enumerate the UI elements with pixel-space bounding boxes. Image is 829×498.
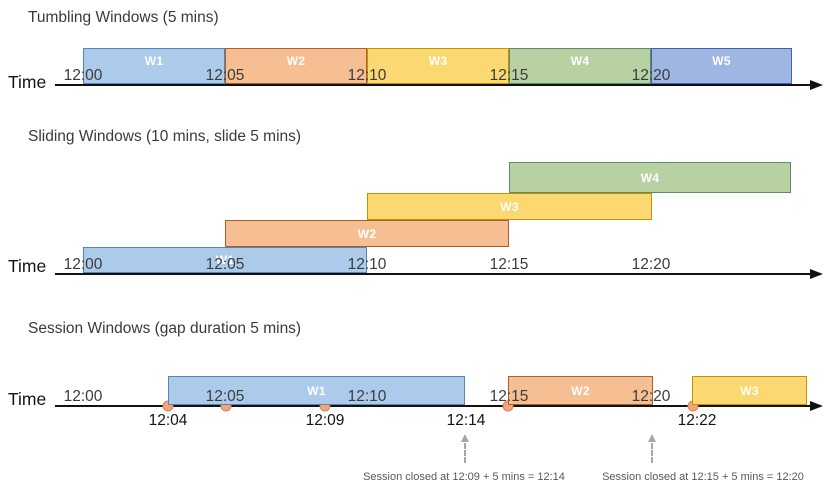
window-label: W3: [500, 199, 519, 214]
window-box-w1: W1: [83, 48, 225, 84]
window-label: W1: [215, 253, 235, 267]
event-time-label: 12:04: [148, 412, 188, 429]
tick-label: 12:05: [205, 388, 245, 405]
section-title: Tumbling Windows (5 mins): [28, 9, 219, 26]
tick-label: 12:20: [631, 256, 671, 273]
section-title: Session Windows (gap duration 5 mins): [28, 320, 302, 337]
window-label: W4: [570, 54, 590, 68]
time-axis: [55, 273, 811, 275]
tick-label: 12:15: [489, 388, 529, 405]
time-axis: [55, 405, 811, 407]
tick-label: 12:10: [347, 388, 387, 405]
event-time-label: 12:14: [446, 412, 486, 429]
tick-label: 12:05: [205, 67, 245, 84]
time-axis: [55, 84, 811, 86]
window-box-w5: W5: [651, 48, 792, 84]
axis-arrow-icon: [810, 269, 823, 279]
time-axis-label: Time: [8, 72, 47, 92]
window-label: W2: [286, 54, 306, 68]
window-box-w3: W3: [367, 193, 652, 220]
tick-label: 12:05: [205, 256, 245, 273]
window-label: W1: [144, 54, 164, 68]
window-label: W1: [307, 383, 326, 398]
window-box-w3: W3: [692, 376, 807, 405]
tick-label: 12:00: [63, 67, 103, 84]
window-box-w2: W2: [225, 220, 509, 247]
dashed-arrow-tail: [464, 443, 466, 463]
session-closed-annotation: Session closed at 12:15 + 5 mins = 12:20: [602, 471, 804, 483]
window-box-w3: W3: [367, 48, 509, 84]
window-box-w4: W4: [509, 162, 791, 193]
tick-label: 12:20: [631, 67, 671, 84]
dashed-arrow-icon: [648, 434, 656, 442]
event-time-label: 12:09: [305, 412, 345, 429]
tick-label: 12:15: [489, 67, 529, 84]
time-axis-label: Time: [8, 256, 47, 276]
window-label: W2: [357, 226, 377, 241]
window-box-w1: W1: [83, 247, 367, 273]
axis-arrow-icon: [810, 401, 823, 411]
window-label: W4: [640, 170, 660, 185]
tick-label: 12:20: [631, 388, 671, 405]
tick-label: 12:00: [63, 256, 103, 273]
window-label: W3: [740, 383, 759, 398]
event-time-label: 12:22: [677, 412, 717, 429]
window-box-w2: W2: [225, 48, 367, 84]
window-label: W2: [571, 383, 590, 398]
tick-label: 12:15: [489, 256, 529, 273]
section-title: Sliding Windows (10 mins, slide 5 mins): [28, 128, 302, 145]
time-axis-label: Time: [8, 389, 47, 409]
window-box-w2: W2: [508, 376, 653, 405]
tick-label: 12:10: [347, 67, 387, 84]
window-label: W5: [712, 54, 731, 68]
window-box-w1: W1: [168, 376, 465, 405]
dashed-arrow-tail: [651, 443, 653, 463]
tick-label: 12:00: [63, 388, 103, 405]
session-closed-annotation: Session closed at 12:09 + 5 mins = 12:14: [363, 471, 565, 483]
tick-label: 12:10: [347, 256, 387, 273]
window-box-w4: W4: [509, 48, 651, 84]
window-label: W3: [428, 54, 448, 68]
dashed-arrow-icon: [461, 434, 469, 442]
axis-arrow-icon: [810, 80, 823, 90]
